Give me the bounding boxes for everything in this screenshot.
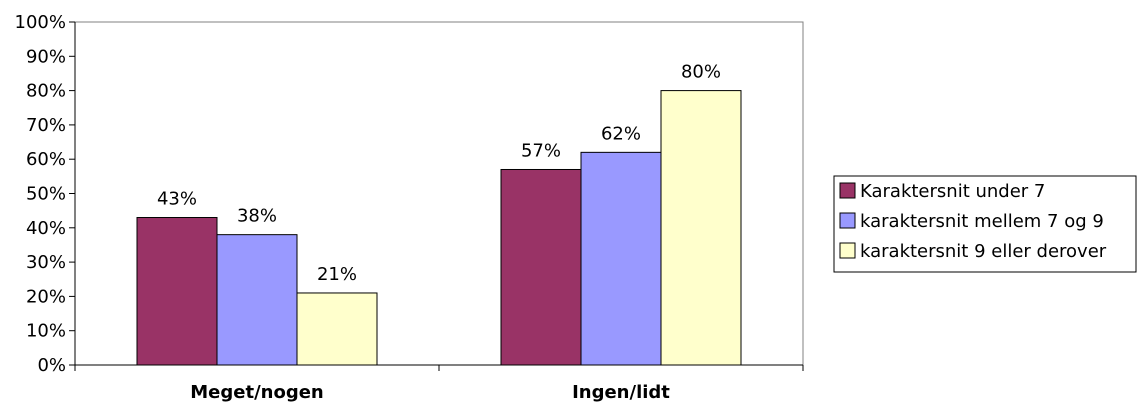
bar	[580, 151, 662, 366]
y-tick-label: 30%	[26, 252, 66, 273]
data-label: 43%	[157, 189, 197, 210]
y-tick-label: 0%	[37, 355, 66, 376]
x-category-label: Ingen/lidt	[572, 382, 670, 403]
legend-label: Karaktersnit under 7	[860, 181, 1045, 202]
x-axis: Meget/nogen Ingen/lidt	[74, 364, 804, 403]
bar-series-group	[136, 90, 742, 366]
legend-label: karaktersnit mellem 7 og 9	[860, 211, 1104, 232]
y-tick-label: 20%	[26, 286, 66, 307]
y-axis: 0% 10% 20% 30% 40% 50% 60% 70% 80% 90% 100%	[15, 12, 76, 376]
y-tick-label: 10%	[26, 321, 66, 342]
y-tick-label: 90%	[26, 46, 66, 67]
legend-swatch	[839, 212, 856, 229]
legend-swatch	[839, 242, 856, 259]
bar	[216, 234, 298, 366]
y-tick-label: 40%	[26, 218, 66, 239]
bar	[136, 217, 218, 366]
legend: Karaktersnit under 7 karaktersnit mellem …	[833, 175, 1137, 273]
y-tick-label: 60%	[26, 149, 66, 170]
bar	[500, 168, 582, 366]
data-label: 21%	[317, 264, 357, 285]
y-tick-label: 80%	[26, 81, 66, 102]
legend-swatch	[839, 182, 856, 199]
y-tick-label: 70%	[26, 115, 66, 136]
data-label: 38%	[237, 206, 277, 227]
x-category-label: Meget/nogen	[190, 382, 323, 403]
legend-box	[833, 175, 1137, 273]
data-labels-group: 43% 38% 21% 57% 62% 80%	[157, 62, 721, 285]
y-tick-label: 100%	[15, 12, 66, 33]
bar	[660, 90, 742, 366]
bar	[296, 292, 378, 366]
legend-label: karaktersnit 9 eller derover	[860, 241, 1107, 262]
data-label: 57%	[521, 140, 561, 161]
data-label: 62%	[601, 123, 641, 144]
data-label: 80%	[681, 62, 721, 83]
y-tick-label: 50%	[26, 184, 66, 205]
